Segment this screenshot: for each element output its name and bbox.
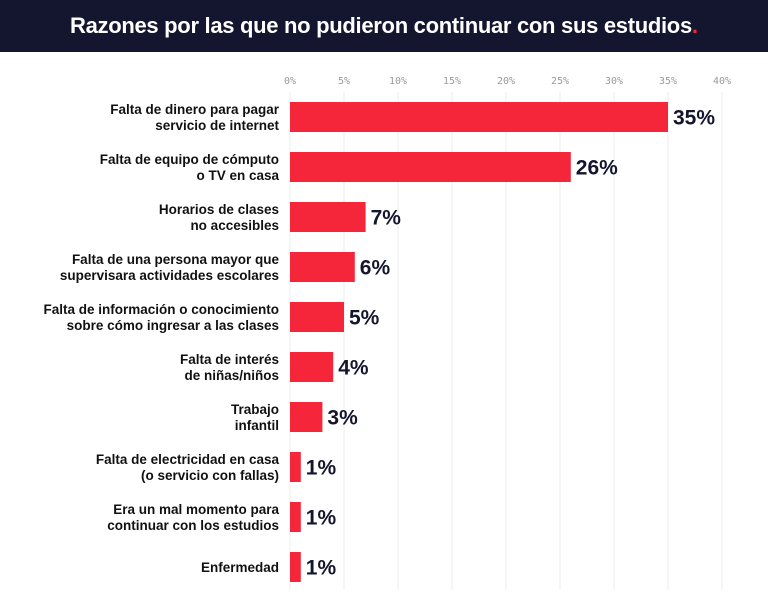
category-label: Falta de electricidad en casa <box>96 452 280 467</box>
value-label: 6% <box>360 257 391 280</box>
x-tick-label: 20% <box>497 76 515 87</box>
value-label: 26% <box>576 157 618 180</box>
value-label: 1% <box>306 457 337 480</box>
value-label: 1% <box>306 557 337 580</box>
category-label: Falta de dinero para pagar <box>110 102 280 117</box>
category-label: supervisara actividades escolares <box>60 268 279 283</box>
bar <box>290 252 355 282</box>
category-label: Falta de información o conocimiento <box>43 302 279 317</box>
value-label: 5% <box>349 307 380 330</box>
bar <box>290 302 344 332</box>
x-tick-label: 5% <box>338 76 350 87</box>
category-label: infantil <box>235 418 279 433</box>
x-tick-label: 40% <box>713 76 731 87</box>
x-tick-label: 30% <box>605 76 623 87</box>
bar <box>290 402 323 432</box>
value-label: 1% <box>306 507 337 530</box>
bar <box>290 502 301 532</box>
x-tick-label: 10% <box>389 76 407 87</box>
category-label: Horarios de clases <box>159 202 279 217</box>
category-label: no accesibles <box>190 218 279 233</box>
category-label: continuar con los estudios <box>107 518 279 533</box>
bar <box>290 552 301 582</box>
value-label: 7% <box>371 207 402 230</box>
x-tick-label: 15% <box>443 76 461 87</box>
category-label: Enfermedad <box>201 560 279 575</box>
category-label: Era un mal momento para <box>113 502 279 517</box>
bar <box>290 102 668 132</box>
x-tick-label: 25% <box>551 76 569 87</box>
bar <box>290 152 571 182</box>
category-label: (o servicio con fallas) <box>141 468 279 483</box>
category-label: Trabajo <box>231 402 279 417</box>
x-tick-label: 0% <box>284 76 296 87</box>
chart-title: Razones por las que no pudieron continua… <box>69 13 692 38</box>
category-label: servicio de internet <box>155 118 279 133</box>
category-label: Falta de interés <box>180 352 279 367</box>
bar <box>290 452 301 482</box>
title-accent-dot: . <box>691 13 699 38</box>
value-label: 3% <box>327 407 358 430</box>
x-tick-label: 35% <box>659 76 677 87</box>
category-label: Falta de una persona mayor que <box>72 252 280 267</box>
value-label: 4% <box>338 357 369 380</box>
category-label: de niñas/niños <box>184 368 279 383</box>
category-label: sobre cómo ingresar a las clases <box>67 318 279 333</box>
category-label: Falta de equipo de cómputo <box>100 152 279 167</box>
bar <box>290 202 366 232</box>
value-label: 35% <box>673 107 715 130</box>
bar <box>290 352 334 382</box>
chart-header: Razones por las que no pudieron continua… <box>0 0 768 52</box>
category-label: o TV en casa <box>196 168 279 183</box>
